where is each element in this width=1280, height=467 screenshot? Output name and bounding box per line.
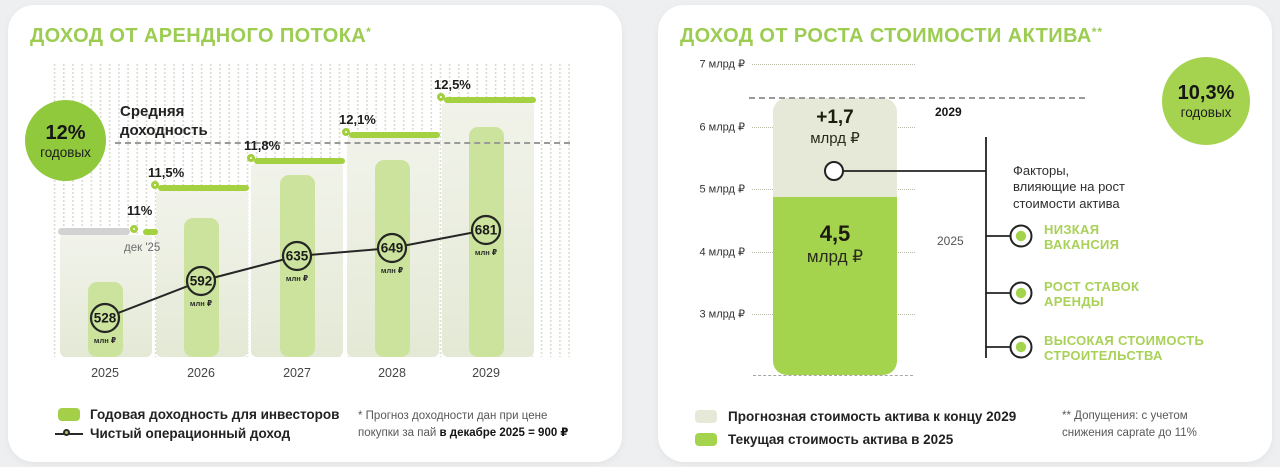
yield-pct-2027: 11,8% [244,138,281,153]
yield-cap-dot-2028 [342,128,350,136]
current-value-bar-segment: 4,5 млрд ₽ [773,197,897,375]
factor-high-construction-cost: ВЫСОКАЯ СТОИМОСТЬ СТРОИТЕЛЬСТВА [1044,333,1205,364]
current-value-swatch [695,433,717,446]
yield-pct-2028: 12,1% [339,112,376,127]
y-label-3: 3 млрд ₽ [699,308,746,321]
yield-cap-2025 [143,228,158,235]
average-yield-unit: годовых [40,144,91,160]
rental-panel-title-text: ДОХОД ОТ АРЕНДНОГО ПОТОКА [30,25,367,47]
yield-cap-dot-2027 [247,154,255,162]
forecast-level-dashed-line [749,97,1085,99]
factor-node-dot-2 [1015,287,1027,299]
average-yield-dashed-line [115,142,570,144]
rental-panel-title: ДОХОД ОТ АРЕНДНОГО ПОТОКА* [30,25,372,48]
noi-unit-2026: млн ₽ [190,299,212,308]
asset-panel-title-text: ДОХОД ОТ РОСТА СТОИМОСТИ АКТИВА [680,25,1092,47]
growth-unit: млрд ₽ [810,130,860,147]
asset-footnote: ** Допущения: с учетом снижения caprate … [1062,410,1197,440]
yield-cap-dot-2025 [130,224,138,233]
yield-cap-2028 [349,132,440,138]
noi-value-2027: 635 [286,249,309,264]
average-yield-value: 12% [45,121,86,144]
year-note-2025: 2025 [937,234,964,248]
yield-cap-2026 [158,185,249,191]
x-label-2026: 2026 [187,366,215,380]
forecast-value-legend-label: Прогнозная стоимость актива к концу 2029 [728,409,1017,424]
yield-pct-2026: 11,5% [148,165,185,180]
factors-title: Факторы, влияющие на рост стоимости акти… [1013,163,1125,211]
asset-yield-value: 10,3% [1177,82,1235,104]
noi-value-2029: 681 [475,223,498,238]
noi-legend-dot [63,428,70,436]
current-unit: млрд ₽ [806,247,864,266]
investor-yield-legend-label: Годовая доходность для инвесторов [90,407,340,422]
x-label-2029: 2029 [472,366,500,380]
noi-line-chart: 528 592 635 649 681 млн ₽ млн ₽ млн ₽ мл… [89,214,502,345]
current-value-legend-label: Текущая стоимость актива в 2025 [728,432,954,447]
y-gridline-7 [752,64,915,65]
growth-value: +1,7 [816,107,854,128]
yield-cap-2029 [444,97,536,103]
asset-yield-badge: 10,3% годовых [1162,57,1250,145]
dec-2025-note: дек '25 [124,242,161,254]
noi-unit-2028: млн ₽ [381,266,403,275]
noi-point-2027 [281,240,313,272]
rental-footnote: * Прогноз доходности дан при цене покупк… [358,410,569,440]
yield-cap-dot-2029 [437,93,445,101]
noi-point-2025 [89,302,121,334]
y-label-4: 4 млрд ₽ [699,246,746,259]
rental-income-panel: ДОХОД ОТ АРЕНДНОГО ПОТОКА* 12% годовых С… [8,5,622,462]
average-yield-badge: 12% годовых [25,100,106,181]
asset-yield-unit: годовых [1180,105,1232,120]
noi-value-2026: 592 [190,274,213,289]
year-note-2029: 2029 [935,105,962,119]
yield-cap-2027 [254,158,345,164]
noi-unit-2027: млн ₽ [286,274,308,283]
noi-point-2028 [376,232,408,264]
y-label-5: 5 млрд ₽ [699,183,746,196]
x-label-2025: 2025 [91,366,119,380]
factor-node-dot-3 [1015,341,1027,353]
average-yield-label: Средняя доходность [120,103,208,139]
yield-pct-2029: 12,5% [434,77,471,92]
rental-title-asterisk: * [366,25,372,39]
asset-growth-panel: ДОХОД ОТ РОСТА СТОИМОСТИ АКТИВА** 10,3% … [658,5,1272,462]
noi-point-2026 [185,265,217,297]
noi-point-2029 [470,214,502,246]
asset-panel-title: ДОХОД ОТ РОСТА СТОИМОСТИ АКТИВА** [680,25,1103,48]
yield-pct-2025: 11% [127,203,153,218]
factor-rent-rate-growth: РОСТ СТАВОК АРЕНДЫ [1044,279,1140,310]
x-label-2028: 2028 [378,366,406,380]
forecast-value-swatch [695,410,717,423]
x-label-2027: 2027 [283,366,311,380]
asset-title-asterisks: ** [1091,25,1104,39]
current-value: 4,5 [819,221,851,246]
noi-legend-label: Чистый операционный доход [90,426,291,441]
pre-dec-2025-gray-bar [58,228,130,235]
y-label-6: 6 млрд ₽ [699,121,746,134]
factor-low-vacancy: НИЗКАЯ ВАКАНСИЯ [1044,222,1120,253]
bar-base-dashed-line [753,375,913,376]
noi-value-2028: 649 [381,241,404,256]
noi-value-2025: 528 [94,311,117,326]
factor-node-dot-1 [1015,230,1027,242]
y-label-7: 7 млрд ₽ [699,58,746,71]
investor-yield-swatch [58,408,80,421]
factors-connector-diagram [824,137,1033,359]
noi-unit-2029: млн ₽ [475,248,497,257]
bar-marker-dot [824,161,844,181]
noi-unit-2025: млн ₽ [94,336,116,345]
yield-cap-dot-2026 [151,181,159,189]
